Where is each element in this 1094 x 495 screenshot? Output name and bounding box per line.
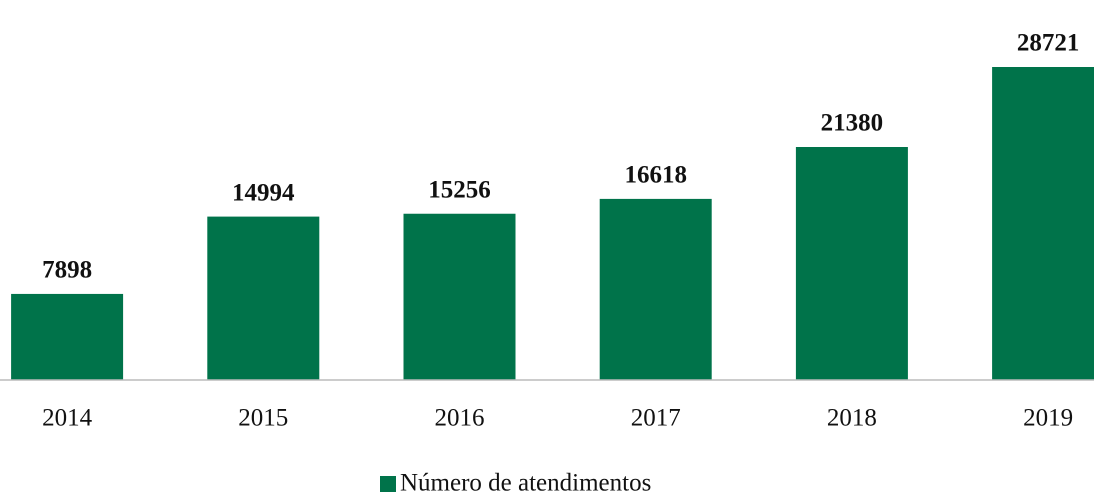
bar xyxy=(795,147,908,380)
legend-label: Número de atendimentos xyxy=(400,470,651,495)
value-label: 16618 xyxy=(624,162,687,189)
x-tick-label: 2015 xyxy=(238,405,288,432)
bar xyxy=(992,67,1094,380)
x-tick-label: 2019 xyxy=(1023,405,1073,432)
value-label: 21380 xyxy=(821,110,884,137)
x-tick-label: 2016 xyxy=(435,405,485,432)
bar xyxy=(599,198,712,380)
x-tick-label: 2017 xyxy=(631,405,681,432)
value-label: 7898 xyxy=(42,257,92,284)
bar xyxy=(207,216,320,380)
value-label: 14994 xyxy=(232,179,295,206)
bar xyxy=(403,213,516,380)
x-tick-label: 2018 xyxy=(827,405,877,432)
value-label: 15256 xyxy=(428,176,491,203)
x-tick-label: 2014 xyxy=(42,405,93,432)
bar xyxy=(11,293,124,380)
value-label: 28721 xyxy=(1017,30,1080,57)
legend-swatch xyxy=(380,476,396,492)
